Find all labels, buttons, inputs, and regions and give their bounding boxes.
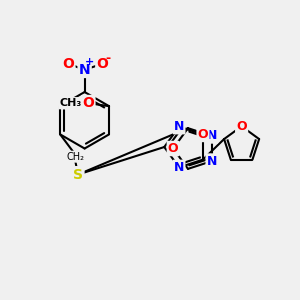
Text: -: - bbox=[105, 52, 110, 65]
Text: O: O bbox=[62, 57, 74, 71]
Text: +: + bbox=[84, 57, 94, 67]
Text: O: O bbox=[82, 96, 94, 110]
Text: CH₃: CH₃ bbox=[59, 98, 82, 108]
Text: O: O bbox=[236, 120, 247, 133]
Text: N: N bbox=[207, 129, 217, 142]
Text: S: S bbox=[73, 167, 83, 182]
Text: O: O bbox=[97, 57, 108, 71]
Text: N: N bbox=[207, 154, 217, 168]
Text: O: O bbox=[198, 128, 208, 141]
Text: S: S bbox=[73, 167, 83, 182]
Text: CH₂: CH₂ bbox=[66, 152, 84, 162]
Text: O: O bbox=[168, 142, 178, 155]
Text: N: N bbox=[174, 120, 184, 133]
Text: N: N bbox=[79, 63, 90, 77]
Text: N: N bbox=[174, 161, 184, 174]
